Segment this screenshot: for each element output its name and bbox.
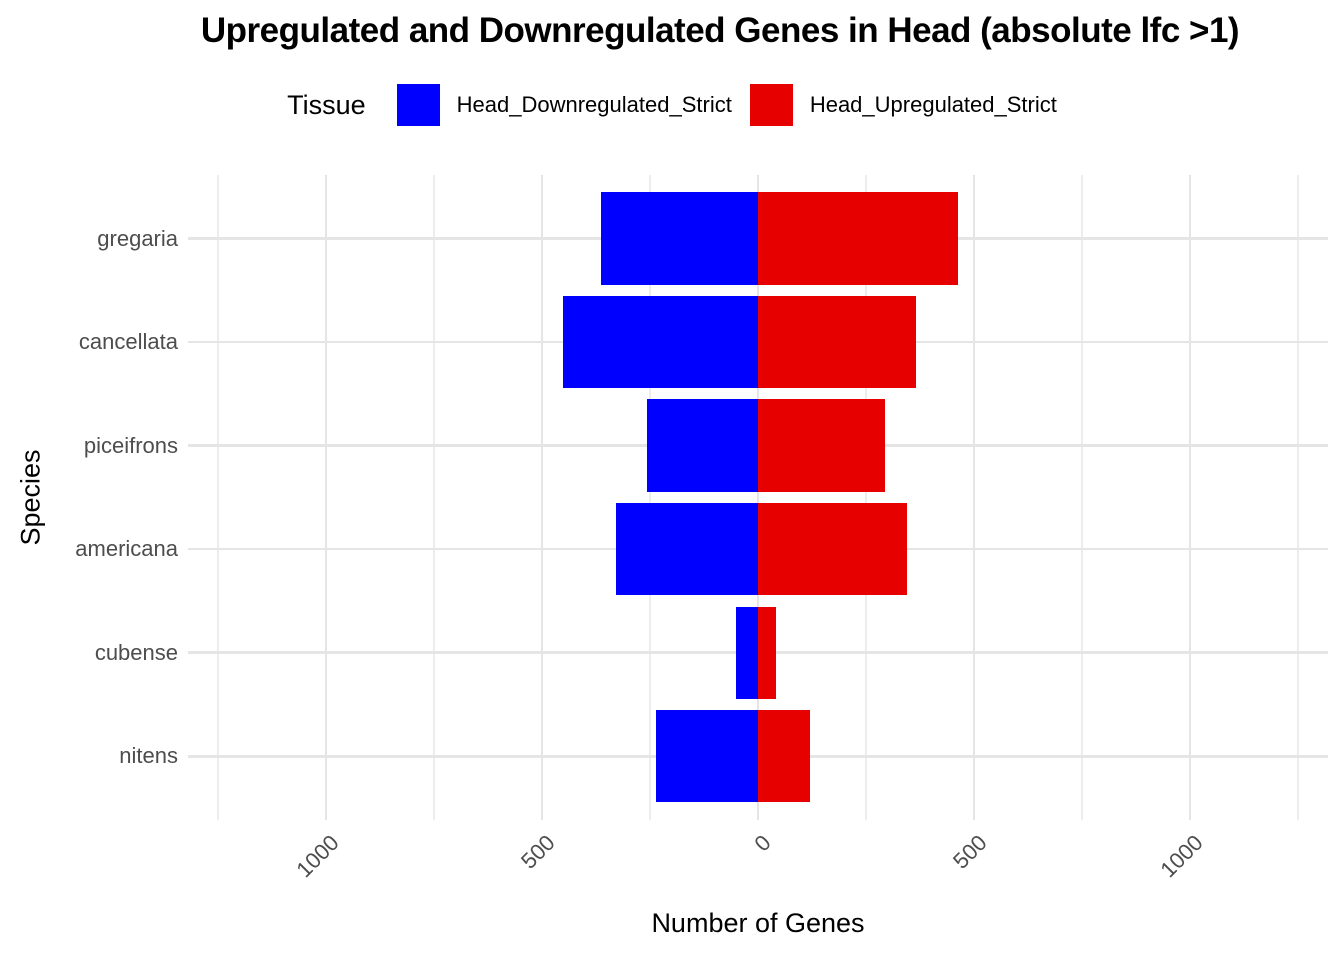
- bar-downregulated-cancellata: [563, 295, 758, 389]
- gridline-minor-x--750: [433, 175, 435, 820]
- bar-upregulated-cancellata: [758, 295, 916, 389]
- legend-label-downregulated: Head_Downregulated_Strict: [456, 92, 732, 117]
- legend-swatch-downregulated: [396, 84, 440, 126]
- chart-title: Upregulated and Downregulated Genes in H…: [200, 11, 1240, 50]
- y-axis-title-wrap: Species: [0, 175, 62, 820]
- bar-downregulated-americana: [615, 502, 758, 596]
- bar-upregulated-cubense: [758, 606, 777, 699]
- y-tick-label-cubense: cubense: [94, 639, 178, 665]
- gridline-major-x--500: [540, 175, 544, 820]
- y-tick-label-americana: americana: [75, 536, 178, 562]
- legend-item-upregulated: Head_Upregulated_Strict: [749, 84, 1057, 126]
- bar-upregulated-piceifrons: [758, 399, 885, 492]
- gridline-minor-x-250: [865, 175, 867, 820]
- gridline-minor-x--250: [649, 175, 651, 820]
- gridline-minor-x--1250: [217, 175, 219, 820]
- legend-title: Tissue: [287, 89, 366, 120]
- bar-upregulated-nitens: [758, 710, 811, 803]
- y-axis-title: Species: [15, 449, 46, 546]
- legend: Tissue Head_Downregulated_Strict Head_Up…: [0, 84, 1344, 126]
- legend-item-downregulated: Head_Downregulated_Strict: [396, 84, 732, 126]
- bar-upregulated-americana: [758, 502, 908, 596]
- plot-panel: [188, 175, 1328, 820]
- bar-downregulated-nitens: [656, 710, 758, 803]
- legend-swatch-upregulated: [749, 84, 793, 126]
- x-tick-label--1000: 1000: [291, 830, 344, 883]
- bar-upregulated-gregaria: [758, 192, 958, 285]
- x-tick-label-500: 500: [947, 830, 992, 874]
- x-tick-label-0: 0: [749, 830, 776, 857]
- legend-label-upregulated: Head_Upregulated_Strict: [809, 92, 1057, 117]
- y-tick-label-cancellata: cancellata: [78, 329, 178, 355]
- bar-downregulated-piceifrons: [647, 399, 758, 492]
- x-tick-label--500: 500: [516, 830, 560, 874]
- y-tick-label-gregaria: gregaria: [97, 225, 178, 251]
- gridline-minor-x-750: [1081, 175, 1083, 820]
- y-tick-label-piceifrons: piceifrons: [83, 432, 178, 458]
- gridline-major-x-0: [756, 175, 760, 820]
- bar-downregulated-gregaria: [601, 192, 758, 285]
- x-tick-label-1000: 1000: [1155, 830, 1208, 883]
- x-axis-title: Number of Genes: [651, 908, 865, 938]
- bar-downregulated-cubense: [736, 606, 758, 699]
- y-tick-label-nitens: nitens: [119, 743, 178, 769]
- gridline-minor-x-1250: [1297, 175, 1299, 820]
- gridline-major-x--1000: [324, 175, 328, 820]
- gridline-major-x-500: [972, 175, 976, 820]
- gridline-major-x-1000: [1188, 175, 1192, 820]
